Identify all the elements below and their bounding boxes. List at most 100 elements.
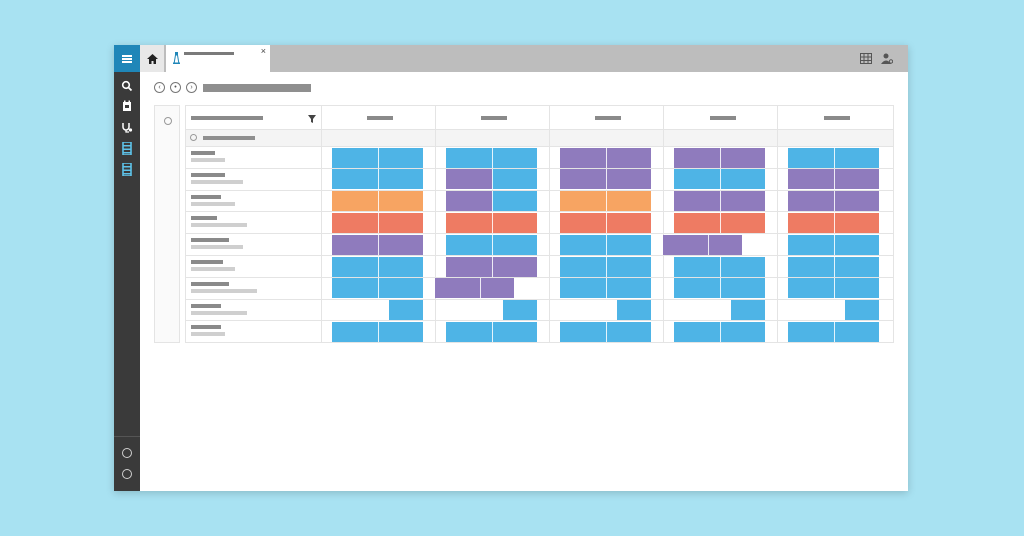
schedule-block[interactable] [674,147,765,168]
schedule-block[interactable] [503,300,537,321]
block-divider [834,169,835,190]
schedule-block[interactable] [332,321,423,342]
schedule-block[interactable] [674,278,765,299]
schedule-block[interactable] [845,300,879,321]
schedule-block[interactable] [389,300,423,321]
row-label [191,238,229,243]
block-divider [606,191,607,212]
back-icon[interactable]: ‹ [154,82,165,93]
schedule-block[interactable] [560,169,651,190]
grid-view-icon[interactable] [860,53,872,64]
grid-line [185,211,894,213]
schedule-block[interactable] [617,300,651,321]
schedule-block[interactable] [560,212,651,233]
filter-icon[interactable] [308,115,316,123]
schedule-block[interactable] [788,147,879,168]
schedule-block[interactable] [788,256,879,277]
schedule-block[interactable] [674,321,765,342]
grid-line [185,233,894,235]
block-divider [834,321,835,342]
column-header-1 [367,116,393,120]
schedule-block[interactable] [560,191,651,212]
ladder-icon-secondary[interactable] [121,162,133,177]
schedule-block[interactable] [332,278,423,299]
schedule-block[interactable] [663,234,742,255]
schedule-block[interactable] [788,278,879,299]
block-divider [720,147,721,168]
schedule-block[interactable] [674,169,765,190]
calendar-icon[interactable] [121,100,133,112]
block-divider [720,169,721,190]
search-icon[interactable] [121,80,133,92]
forward-icon[interactable]: › [186,82,197,93]
main-content: ‹ • › [140,72,908,491]
block-divider [606,212,607,233]
close-icon[interactable]: × [260,46,266,56]
schedule-block[interactable] [446,147,537,168]
schedule-block[interactable] [435,278,514,299]
schedule-block[interactable] [446,191,492,212]
schedule-block[interactable] [560,256,651,277]
schedule-block[interactable] [674,191,765,212]
collapse-icon[interactable] [190,134,197,141]
block-divider [378,147,379,168]
schedule-block[interactable] [446,234,537,255]
schedule-block[interactable] [332,212,423,233]
schedule-block[interactable] [674,256,765,277]
schedule-block[interactable] [332,191,423,212]
tab-bar: × [140,45,908,72]
block-divider [834,212,835,233]
resource-column-header [191,116,263,120]
schedule-block[interactable] [446,169,492,190]
schedule-block[interactable] [788,169,879,190]
block-divider [834,256,835,277]
schedule-block[interactable] [446,321,537,342]
schedule-block[interactable] [788,191,879,212]
schedule-block[interactable] [788,321,879,342]
column-header-3 [595,116,621,120]
home-tab[interactable] [140,45,164,72]
block-divider [492,256,493,277]
block-divider [378,234,379,255]
block-divider [480,278,481,299]
schedule-block[interactable] [332,234,423,255]
today-icon[interactable]: • [170,82,181,93]
grid-line [185,276,894,278]
stethoscope-icon[interactable] [121,122,133,134]
page-title [203,84,311,92]
schedule-block[interactable] [560,321,651,342]
user-settings-icon[interactable] [881,53,893,64]
row-sublabel [191,288,257,293]
schedule-block[interactable] [674,212,765,233]
schedule-block[interactable] [332,169,423,190]
schedule-block[interactable] [788,212,879,233]
schedule-block[interactable] [446,256,537,277]
expand-icon[interactable] [164,117,172,125]
menu-icon[interactable] [114,45,140,72]
schedule-block[interactable] [332,147,423,168]
grid-line [185,189,894,191]
compass-icon[interactable] [122,469,132,479]
row-label [191,303,221,308]
schedule-block[interactable] [560,278,651,299]
schedule-block[interactable] [492,169,537,190]
group-row[interactable] [185,129,894,146]
grid-line [777,105,778,343]
schedule-block[interactable] [560,234,651,255]
schedule-block[interactable] [560,147,651,168]
schedule-block[interactable] [446,212,537,233]
home-icon [146,53,158,64]
tab-active[interactable]: × [166,45,270,72]
block-divider [606,256,607,277]
schedule-block[interactable] [492,191,537,212]
schedule-block[interactable] [332,256,423,277]
block-divider [834,234,835,255]
schedule-block[interactable] [731,300,765,321]
clock-icon[interactable] [122,448,132,458]
block-divider [378,169,379,190]
ladder-icon[interactable] [121,141,133,156]
schedule-block[interactable] [788,234,879,255]
row-sublabel [191,179,243,184]
block-divider [378,321,379,342]
row-sublabel [191,267,235,271]
